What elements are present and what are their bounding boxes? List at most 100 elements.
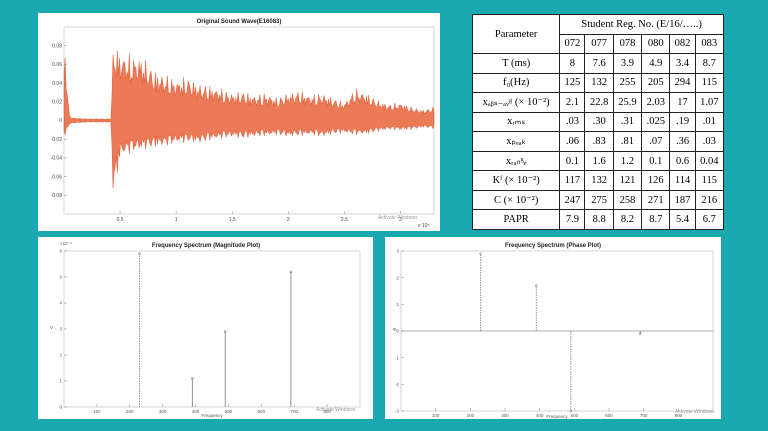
magnitude-x-tick-label: 400 (192, 409, 200, 414)
waveform-y-tick-label: -0.02 (51, 137, 63, 143)
table-cell: 121 (612, 170, 643, 191)
table-row: xₚₑₐₖ .06.83.81.07.36.03 (471, 131, 725, 152)
table-row-label: xₐᵦₛ₋ₐᵥᵍ (× 10⁻²) (471, 92, 561, 113)
table-row-label: C (× 10⁻²) (471, 189, 561, 211)
waveform-x-tick-label: 3 (399, 217, 402, 223)
table-cell: 294 (669, 72, 696, 94)
table-cell: 3.4 (669, 53, 696, 74)
table-cell: 187 (669, 189, 696, 211)
magnitude-y-tick-label: 4 (59, 301, 62, 306)
waveform-chart: Original Sound Wave(E16083) 0.08 0.06 0.04… (51, 19, 435, 229)
table-row-label: PAPR (471, 209, 561, 230)
waveform-y-tick-label: 0.08 (52, 43, 62, 49)
magnitude-plot-box (63, 250, 361, 408)
table-cell: 8.2 (612, 209, 643, 230)
phase-y-tick-label: -1 (395, 355, 399, 360)
table-row-label: T (ms) (471, 53, 561, 74)
table-cell: 8.7 (641, 209, 671, 230)
table-cell: 275 (584, 189, 614, 211)
table-cell: 0.04 (694, 150, 725, 172)
phase-xlabel: Frequency (546, 414, 568, 419)
magnitude-x-tick-label: 800 (323, 409, 331, 414)
table-cell: 114 (669, 170, 696, 191)
table-cell: 117 (559, 170, 586, 191)
table-cell: 247 (559, 189, 586, 211)
phase-title: Frequency Spectrum (Phase Plot) (505, 243, 601, 249)
table-cell: 4.9 (641, 53, 671, 74)
table-row: f₀(Hz) 125 132 255 205 294 115 (471, 72, 725, 94)
phase-x-tick-label: 800 (675, 413, 683, 418)
table-cell: 5.4 (669, 209, 696, 230)
table-row-label: xₚₑₐₖ (471, 131, 561, 152)
parameter-table: Parameter Student Reg. No. (E/16/…..) 07… (471, 13, 725, 230)
magnitude-stem-marker (289, 270, 293, 274)
magnitude-panel: Frequency Spectrum (Magnitude Plot) ×10⁻… (38, 237, 373, 419)
magnitude-y-tick-label: 2 (59, 353, 62, 358)
waveform-series (63, 50, 435, 188)
table-cell: 205 (641, 72, 671, 94)
waveform-y-tick-label: 0 (59, 118, 62, 124)
table-row: xᵣₐₙᵍₑ 0.1 1.6 1.2 0.1 0.6 0.04 (471, 150, 725, 172)
table-row: xᵣₘₛ .03.30.31.025.19.01 (471, 111, 725, 133)
magnitude-chart: Frequency Spectrum (Magnitude Plot) ×10⁻… (50, 241, 361, 418)
waveform-y-tick-label: -0.06 (51, 174, 63, 180)
table-row: T (ms) 8 7.6 3.9 4.9 3.4 8.7 (471, 53, 725, 74)
phase-stem-marker (638, 332, 642, 335)
table-row: C (× 10⁻²) 247 275 258 271 187 216 (471, 189, 725, 211)
table-cell: 3.9 (612, 53, 643, 74)
waveform-x-exponent: x 10⁵ (418, 223, 430, 229)
table-cell: 0.6 (669, 150, 696, 172)
table-cell: 255 (612, 72, 643, 94)
phase-y-tick-label: 3 (396, 249, 399, 254)
table-cell: .30 (584, 111, 614, 133)
waveform-y-tick-label: 0.06 (52, 62, 62, 68)
table-cell: .025 (641, 111, 671, 133)
table-group-header: Student Reg. No. (E/16/…..) (559, 14, 724, 35)
magnitude-x-tick-label: 500 (225, 409, 233, 414)
watermark-text: Activate Windows (378, 215, 418, 221)
table-row: xₐᵦₛ₋ₐᵥᵍ (× 10⁻²) 2.1 22.8 25.9 2.03 17 1.07 (471, 92, 725, 113)
phase-y-tick-label: 2 (396, 275, 399, 280)
phase-x-tick-label: 600 (605, 413, 613, 418)
table-cell: 22.8 (584, 92, 614, 113)
magnitude-y-tick-label: 0 (59, 405, 62, 410)
table-cell: .03 (559, 111, 586, 133)
parameter-table-panel: Parameter Student Reg. No. (E/16/…..) 07… (471, 13, 725, 230)
magnitude-y-exponent: ×10⁻⁴ (60, 241, 72, 246)
phase-stem-marker (569, 409, 573, 413)
table-cell: .31 (612, 111, 643, 133)
phase-ylabel: Φ (393, 327, 397, 332)
phase-panel: Frequency Spectrum (Phase Plot) Φ Freque… (385, 237, 721, 419)
phase-stem-marker (534, 284, 538, 287)
phase-x-tick-label: 700 (640, 413, 648, 418)
table-cell: 0.1 (559, 150, 586, 172)
waveform-x-tick-label: 2.5 (341, 217, 348, 223)
table-row: Kᶠ (× 10⁻²) 117 132 121 126 114 115 (471, 170, 725, 191)
table-cell: .19 (669, 111, 696, 133)
table-cell: 8.8 (584, 209, 614, 230)
waveform-y-tick-label: 0.04 (52, 81, 62, 87)
table-cell: 7.6 (584, 53, 614, 74)
magnitude-ylabel: V (50, 325, 53, 330)
magnitude-x-tick-label: 300 (159, 409, 167, 414)
table-column-header: 078 (612, 33, 643, 55)
magnitude-title: Frequency Spectrum (Magnitude Plot) (152, 243, 260, 249)
waveform-x-tick-label: 1 (175, 217, 178, 223)
table-cell: 25.9 (612, 92, 643, 113)
table-column-headers: 072 077 078 080 082 083 (473, 33, 725, 55)
table-cell: 125 (559, 72, 586, 94)
table-cell: .06 (559, 131, 586, 152)
phase-x-tick-label: 400 (536, 413, 544, 418)
waveform-title: Original Sound Wave(E16083) (197, 19, 282, 25)
waveform-y-tick-label: -0.04 (51, 156, 63, 162)
waveform-x-tick-label: 0.5 (117, 217, 124, 223)
phase-x-tick-label: 200 (467, 413, 475, 418)
table-cell: 1.6 (584, 150, 614, 172)
table-cell: 115 (694, 170, 725, 191)
phase-chart: Frequency Spectrum (Phase Plot) Φ Freque… (393, 243, 715, 419)
phase-y-tick-label: -3 (395, 409, 399, 414)
phase-y-tick-label: -2 (395, 382, 399, 387)
table-row-label: xᵣₐₙᵍₑ (471, 150, 561, 172)
table-row: PAPR 7.9 8.8 8.2 8.7 5.4 6.7 (471, 209, 725, 230)
waveform-panel: Original Sound Wave(E16083) 0.08 0.06 0.04… (38, 13, 440, 231)
